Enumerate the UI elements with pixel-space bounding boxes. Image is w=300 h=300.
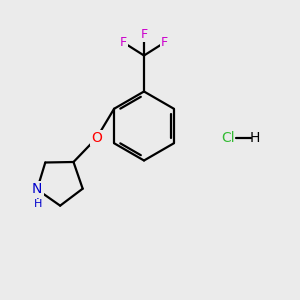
Text: F: F (140, 28, 148, 41)
Text: Cl: Cl (221, 131, 235, 145)
Text: N: N (32, 182, 42, 197)
Text: H: H (34, 200, 43, 209)
Text: O: O (91, 131, 102, 145)
Text: F: F (120, 36, 127, 49)
Text: O: O (91, 131, 102, 145)
Text: F: F (161, 36, 168, 49)
Text: H: H (250, 131, 260, 145)
